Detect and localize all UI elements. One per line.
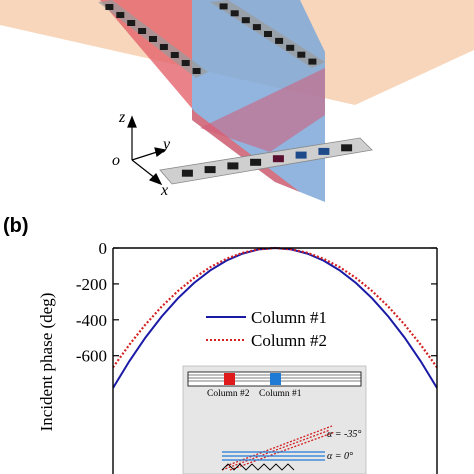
inset-column-2-label: Column #2 <box>207 389 250 399</box>
y-tick-label: -600 <box>76 347 107 366</box>
strip-cell <box>149 36 157 42</box>
legend-label-column-1: Column #1 <box>251 308 327 327</box>
strip-cell <box>297 51 306 58</box>
strip-cell <box>308 58 317 65</box>
strip-cell <box>252 24 261 31</box>
red-plane-lower <box>200 68 325 152</box>
bottom-metasurface-strip <box>159 137 373 185</box>
strip-cell <box>286 44 295 51</box>
strip-cell <box>219 3 228 10</box>
coordinate-axes <box>127 115 167 186</box>
inset-rays <box>221 425 336 471</box>
strip-cell <box>272 155 284 163</box>
strip-cell <box>192 68 201 74</box>
y-tick-label: -400 <box>76 311 107 330</box>
inset-strip <box>187 371 362 387</box>
red-tilted-plane <box>100 0 300 192</box>
strip-cell <box>204 166 216 174</box>
strip-cell <box>241 17 250 24</box>
strip-cell <box>230 10 239 17</box>
legend: Column #1 Column #2 <box>206 308 327 350</box>
top-strip-left <box>98 0 208 78</box>
chart-area: 0 -200 -400 -600 Column #2 Column #1 <box>37 239 438 474</box>
y-tick-label: -200 <box>76 275 107 294</box>
strip-cell <box>170 52 179 58</box>
inset-angle-label-1: α = -35° <box>327 429 361 440</box>
strip-cell <box>341 144 353 152</box>
strip-cell <box>227 162 239 170</box>
top-strip-right <box>210 0 325 68</box>
panel-a-schematic: z y x o <box>0 0 474 202</box>
strip-cell <box>181 60 190 66</box>
axis-label-o: o <box>112 152 120 169</box>
strip-cell <box>250 158 262 166</box>
strip-cell <box>318 147 330 155</box>
inset-panel: Column #2 Column #1 α = -35° α = 0° <box>182 365 367 474</box>
axis-label-x: x <box>160 182 168 199</box>
inset-column-1-label: Column #1 <box>259 389 302 399</box>
strip-cell <box>295 151 307 159</box>
strip-cell <box>275 37 284 44</box>
legend-label-column-2: Column #2 <box>251 331 327 350</box>
axis-label-z: z <box>118 109 126 126</box>
strip-cell <box>159 44 168 50</box>
strip-cell <box>181 169 193 177</box>
panel-label-b: (b) <box>3 215 29 237</box>
y-tick-label: 0 <box>99 239 108 258</box>
inset-column-1-marker <box>270 373 281 385</box>
axis-label-y: y <box>161 136 171 153</box>
y-axis-label: Incident phase (deg) <box>37 293 56 432</box>
strip-cell <box>116 12 125 18</box>
strip-cell <box>264 31 272 37</box>
strip-cell <box>105 4 114 10</box>
strip-cell <box>127 20 136 26</box>
strip-cell <box>138 28 147 34</box>
inset-column-2-marker <box>224 373 235 385</box>
inset-angle-label-2: α = 0° <box>327 451 353 462</box>
